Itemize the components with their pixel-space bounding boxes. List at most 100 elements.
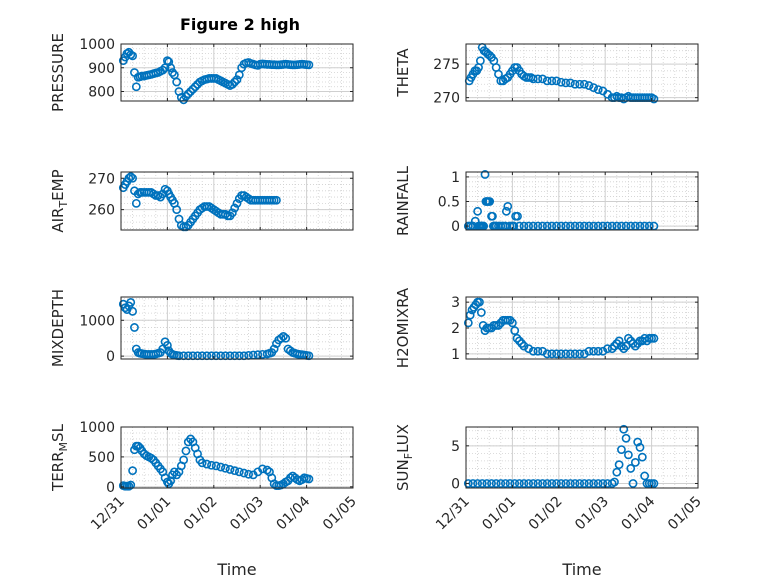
subplot-pressure: 800 900 1000 PRESSURE bbox=[49, 33, 354, 112]
data-point bbox=[630, 341, 640, 351]
data-point bbox=[128, 173, 137, 183]
data-point bbox=[505, 315, 515, 325]
y-axis-label: MIXDEPTH bbox=[49, 289, 67, 367]
data-point bbox=[304, 474, 314, 484]
data-point bbox=[503, 202, 513, 211]
data-point bbox=[216, 462, 226, 472]
data-point bbox=[607, 344, 617, 354]
data-point bbox=[589, 83, 598, 92]
data-point bbox=[514, 479, 524, 488]
data-point bbox=[593, 85, 603, 94]
data-point bbox=[232, 198, 242, 208]
data-point bbox=[162, 340, 172, 350]
data-point bbox=[584, 479, 594, 488]
data-point bbox=[463, 479, 473, 488]
y-tick-label: 275 bbox=[433, 57, 460, 73]
y-tick-label: 1000 bbox=[79, 313, 115, 329]
data-point bbox=[617, 445, 626, 454]
y-tick-label: 1000 bbox=[79, 420, 115, 436]
data-point bbox=[126, 297, 136, 307]
data-point bbox=[542, 479, 552, 488]
data-point bbox=[197, 458, 207, 468]
data-point bbox=[207, 460, 216, 470]
data-point bbox=[258, 464, 267, 474]
data-point bbox=[547, 479, 557, 488]
data-points bbox=[464, 42, 659, 104]
data-point bbox=[128, 466, 137, 476]
y-axis-label: H2OMIXRA bbox=[394, 287, 412, 368]
data-point bbox=[561, 349, 571, 359]
data-point bbox=[202, 459, 212, 469]
data-point bbox=[570, 349, 580, 359]
y-tick-label: 900 bbox=[88, 61, 115, 77]
axes-box bbox=[120, 426, 354, 489]
y-axis-label: AIRTEMP bbox=[49, 169, 70, 232]
data-point bbox=[593, 479, 603, 488]
data-point bbox=[538, 346, 547, 356]
data-point bbox=[584, 346, 594, 356]
data-point bbox=[566, 479, 575, 488]
data-point bbox=[649, 94, 659, 104]
data-point bbox=[552, 76, 561, 86]
y-tick-label: 0 bbox=[451, 219, 460, 235]
data-point bbox=[463, 318, 473, 328]
data-point bbox=[485, 197, 495, 206]
data-point bbox=[570, 479, 580, 488]
data-point bbox=[126, 172, 136, 182]
data-point bbox=[575, 349, 585, 359]
data-point bbox=[276, 333, 286, 343]
data-point bbox=[220, 463, 230, 473]
data-point bbox=[528, 346, 538, 356]
data-point bbox=[146, 453, 156, 463]
subplot-theta: 270 275 THETA bbox=[394, 42, 699, 107]
data-point bbox=[570, 79, 580, 89]
data-point bbox=[566, 78, 575, 88]
data-point bbox=[538, 479, 547, 488]
data-point bbox=[579, 479, 589, 488]
y-tick-label: 500 bbox=[88, 450, 115, 466]
data-point bbox=[494, 321, 503, 330]
subplot-mixdepth: 0 1000 MIXDEPTH bbox=[49, 289, 354, 367]
data-point bbox=[614, 336, 624, 346]
data-point bbox=[227, 79, 237, 89]
data-point bbox=[630, 457, 640, 467]
data-point bbox=[278, 332, 288, 341]
data-point bbox=[232, 75, 242, 85]
data-point bbox=[465, 310, 475, 320]
x-axis-label: Time bbox=[216, 560, 256, 579]
data-point bbox=[621, 433, 631, 443]
data-point bbox=[158, 65, 168, 75]
data-point bbox=[468, 479, 478, 488]
data-point bbox=[128, 51, 137, 61]
y-axis-label: TERRMSL bbox=[49, 423, 70, 492]
data-point bbox=[575, 479, 585, 488]
data-point bbox=[172, 77, 182, 87]
data-point bbox=[162, 56, 172, 66]
data-point bbox=[519, 479, 529, 488]
data-point bbox=[473, 206, 482, 216]
data-point bbox=[649, 333, 659, 343]
data-point bbox=[624, 450, 633, 460]
data-point bbox=[640, 471, 650, 481]
data-points bbox=[118, 47, 314, 105]
data-point bbox=[624, 333, 633, 343]
data-point bbox=[575, 79, 585, 89]
data-point bbox=[475, 297, 484, 307]
data-point bbox=[626, 464, 636, 473]
y-tick-label: 1 bbox=[451, 347, 460, 363]
data-point bbox=[633, 437, 643, 447]
data-point bbox=[505, 479, 515, 488]
data-point bbox=[130, 323, 139, 332]
y-axis-label: SUNFLUX bbox=[394, 424, 415, 491]
data-point bbox=[262, 465, 272, 475]
data-point bbox=[508, 318, 517, 328]
axes-box bbox=[120, 43, 354, 102]
data-point bbox=[598, 479, 608, 488]
y-tick-label: 270 bbox=[88, 171, 115, 187]
data-point bbox=[230, 466, 240, 476]
data-point bbox=[501, 206, 511, 216]
data-point bbox=[179, 455, 189, 465]
x-axis-label: Time bbox=[561, 560, 601, 579]
data-point bbox=[186, 87, 195, 96]
data-point bbox=[304, 60, 314, 70]
